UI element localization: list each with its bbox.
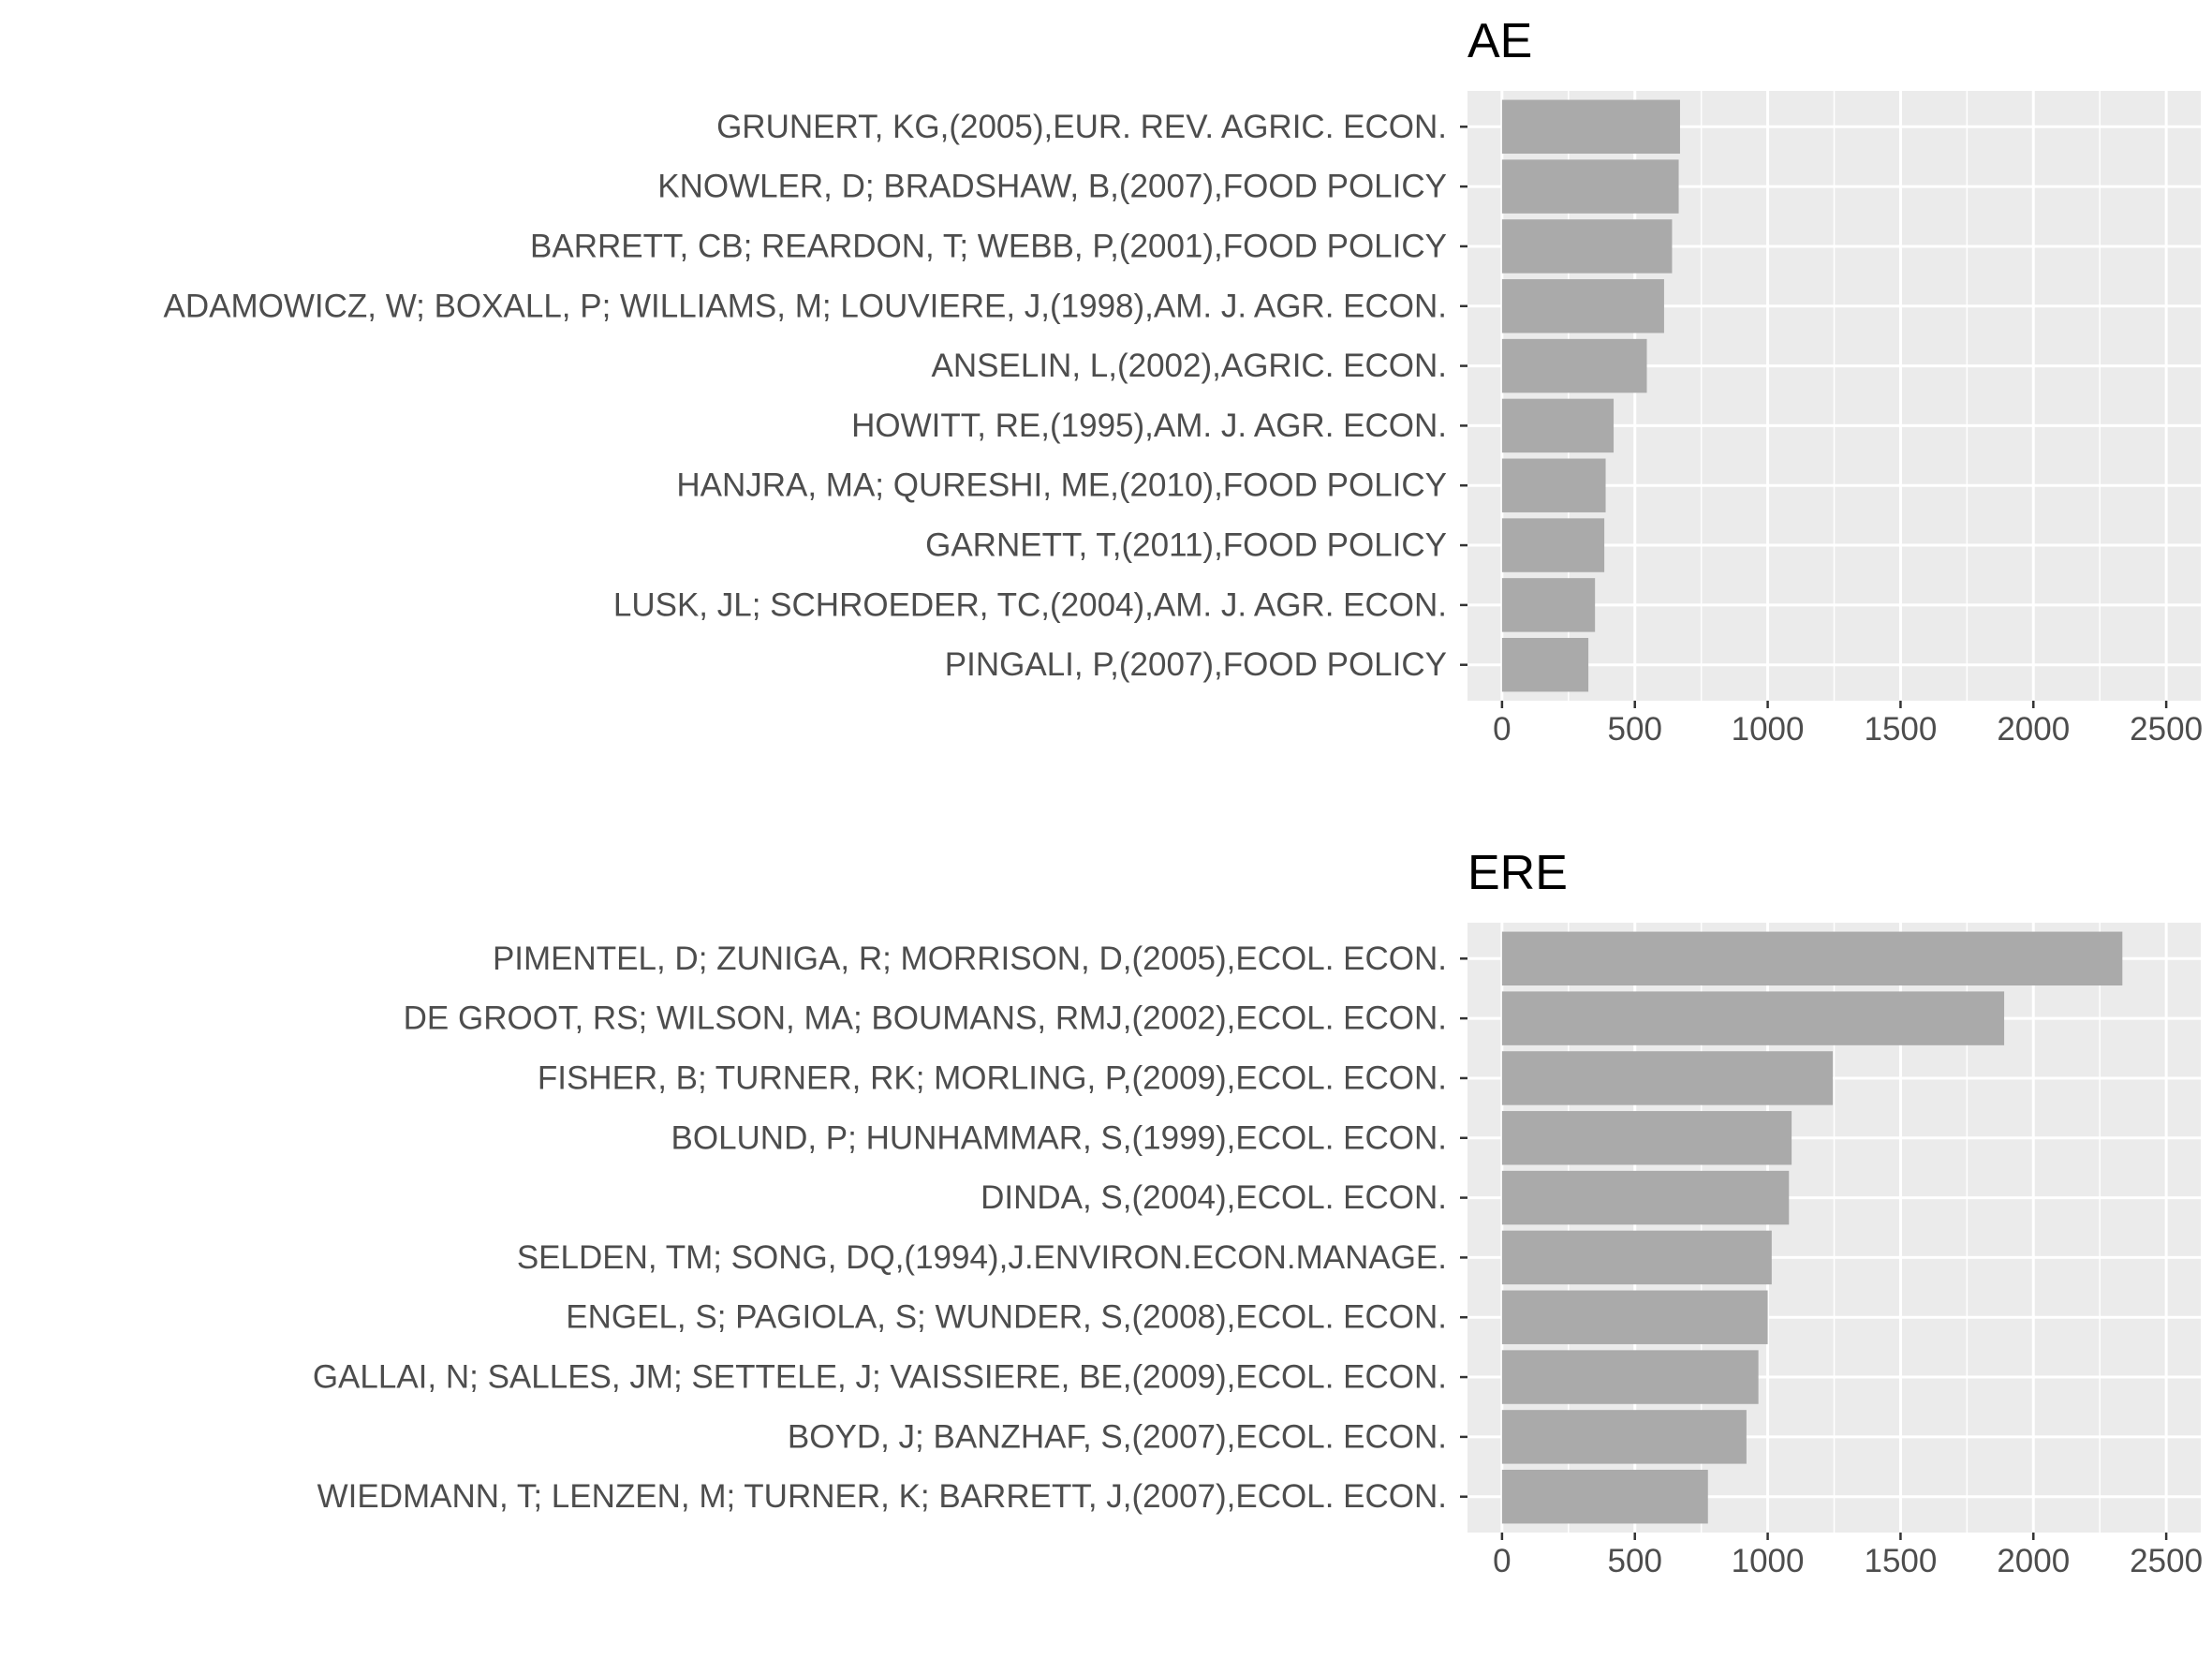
bar (1501, 518, 1605, 572)
y-tick-label: PIMENTEL, D; ZUNIGA, R; MORRISON, D,(200… (493, 941, 1447, 977)
y-tick-label: ENGEL, S; PAGIOLA, S; WUNDER, S,(2008),E… (566, 1299, 1447, 1336)
y-tick-label: LUSK, JL; SCHROEDER, TC,(2004),AM. J. AG… (613, 586, 1447, 623)
bar (1501, 279, 1664, 333)
y-tick-label: PINGALI, P,(2007),FOOD POLICY (945, 646, 1447, 683)
bar (1501, 1230, 1772, 1285)
bar (1501, 1350, 1759, 1404)
bar (1501, 398, 1615, 453)
x-tick-label: 2500 (2130, 711, 2203, 748)
bar (1501, 1051, 1834, 1105)
panel-title-ae: AE (1467, 14, 1533, 68)
x-tick-label: 0 (1493, 711, 1511, 748)
y-tick-label: KNOWLER, D; BRADSHAW, B,(2007),FOOD POLI… (657, 169, 1447, 205)
chart-ere: PIMENTEL, D; ZUNIGA, R; MORRISON, D,(200… (313, 923, 2203, 1579)
panel-title-ere: ERE (1467, 846, 1568, 900)
bar (1501, 578, 1596, 632)
bar (1501, 931, 2123, 986)
bar (1501, 99, 1680, 155)
panel-ere: ERE PIMENTEL, D; ZUNIGA, R; MORRISON, D,… (0, 832, 2212, 1637)
y-tick-label: BOLUND, P; HUNHAMMAR, S,(1999),ECOL. ECO… (671, 1119, 1448, 1156)
y-tick-label: SELDEN, TM; SONG, DQ,(1994),J.ENVIRON.EC… (517, 1239, 1447, 1276)
y-tick-label: DINDA, S,(2004),ECOL. ECON. (981, 1179, 1447, 1216)
x-tick-label: 2000 (1997, 711, 2070, 748)
y-tick-label: GALLAI, N; SALLES, JM; SETTELE, J; VAISS… (313, 1359, 1447, 1396)
y-tick-label: ANSELIN, L,(2002),AGRIC. ECON. (932, 348, 1447, 384)
x-tick-label: 2000 (1997, 1543, 2070, 1579)
bar (1501, 338, 1647, 393)
x-tick-label: 2500 (2130, 1543, 2203, 1579)
bar (1501, 219, 1673, 274)
y-tick-label: HANJRA, MA; QURESHI, ME,(2010),FOOD POLI… (676, 467, 1447, 504)
x-tick-label: 1500 (1864, 1543, 1937, 1579)
x-tick-label: 500 (1608, 1543, 1662, 1579)
x-tick-label: 1000 (1732, 1543, 1805, 1579)
bar (1501, 991, 2005, 1045)
bar (1501, 1410, 1747, 1464)
y-tick-label: HOWITT, RE,(1995),AM. J. AGR. ECON. (851, 407, 1447, 444)
bar (1501, 159, 1679, 214)
bar (1501, 458, 1606, 512)
y-tick-label: WIEDMANN, T; LENZEN, M; TURNER, K; BARRE… (317, 1478, 1447, 1515)
y-tick-label: BARRETT, CB; REARDON, T; WEBB, P,(2001),… (530, 228, 1447, 264)
x-tick-label: 500 (1608, 711, 1662, 748)
bar (1501, 637, 1589, 692)
panel-ae: AE GRUNERT, KG,(2005),EUR. REV. AGRIC. E… (0, 0, 2212, 806)
x-tick-label: 1000 (1732, 711, 1805, 748)
x-tick-label: 0 (1493, 1543, 1511, 1579)
y-tick-label: GRUNERT, KG,(2005),EUR. REV. AGRIC. ECON… (716, 109, 1447, 145)
y-tick-label: GARNETT, T,(2011),FOOD POLICY (925, 527, 1447, 564)
bar (1501, 1469, 1708, 1524)
chart-ae: GRUNERT, KG,(2005),EUR. REV. AGRIC. ECON… (164, 91, 2203, 748)
bar (1501, 1170, 1790, 1225)
y-tick-label: FISHER, B; TURNER, RK; MORLING, P,(2009)… (538, 1059, 1447, 1096)
y-tick-label: BOYD, J; BANZHAF, S,(2007),ECOL. ECON. (788, 1418, 1447, 1455)
y-tick-label: ADAMOWICZ, W; BOXALL, P; WILLIAMS, M; LO… (164, 288, 1447, 324)
x-tick-label: 1500 (1864, 711, 1937, 748)
bar (1501, 1290, 1768, 1344)
bar (1501, 1111, 1792, 1165)
y-tick-label: DE GROOT, RS; WILSON, MA; BOUMANS, RMJ,(… (404, 1000, 1447, 1037)
